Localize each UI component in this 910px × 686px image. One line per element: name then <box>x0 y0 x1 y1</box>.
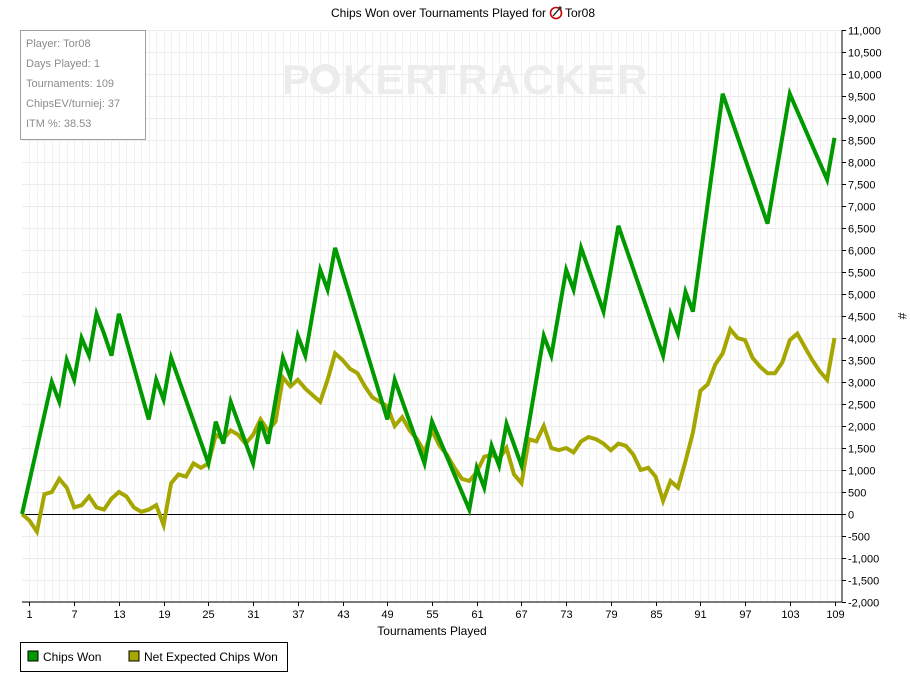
legend-swatch-net-expected <box>128 650 140 662</box>
series-line-chips-won <box>20 86 837 517</box>
x-tick-label: 19 <box>158 609 170 621</box>
y-tick-label: 5,000 <box>848 290 876 302</box>
y-tick-label: 1,000 <box>848 466 876 478</box>
y-axis-label: # <box>895 313 909 320</box>
y-tick-label: 3,500 <box>848 356 876 368</box>
y-tick-label: 7,500 <box>848 180 876 192</box>
series-lines <box>20 86 837 537</box>
legend-item-net-expected: Net Expected Chips Won <box>128 650 278 664</box>
stat-tournaments: Tournaments: 109 <box>26 78 114 90</box>
pokertracker-watermark: P KER TRACKER <box>282 56 649 103</box>
y-tick-label: -2,000 <box>848 598 879 610</box>
x-tick-label: 7 <box>71 609 77 621</box>
chart-title-prefix: Chips Won over Tournaments Played for <box>331 6 546 20</box>
x-axis-ticks: 1 7 13 19 25 31 37 43 49 55 61 67 73 79 85 91 97 103 109 <box>26 602 845 621</box>
y-tick-label: 4,000 <box>848 334 876 346</box>
legend-label-net-expected: Net Expected Chips Won <box>144 650 278 664</box>
y-tick-label: 6,000 <box>848 246 876 258</box>
x-tick-label: 1 <box>26 609 32 621</box>
y-tick-label: 7,000 <box>848 202 876 214</box>
stat-chipsev: ChipsEV/turniej: 37 <box>26 98 120 110</box>
x-tick-label: 25 <box>202 609 214 621</box>
x-axis-label: Tournaments Played <box>377 624 486 638</box>
legend-frame <box>20 642 288 672</box>
y-tick-label: 8,000 <box>848 158 876 170</box>
y-axis-ticks: -2,000 -1,500 -1,000 -500 0 500 1,000 1,500 2,00… <box>842 26 882 610</box>
y-tick-label: 4,500 <box>848 312 876 324</box>
x-tick-label: 13 <box>113 609 125 621</box>
player-icon <box>549 6 563 20</box>
x-tick-label: 67 <box>515 609 527 621</box>
stats-box-frame <box>20 30 146 140</box>
y-tick-label: 11,000 <box>848 26 881 38</box>
y-tick-label: -1,000 <box>848 554 879 566</box>
y-tick-label: -1,500 <box>848 576 879 588</box>
x-tick-label: 73 <box>560 609 572 621</box>
y-tick-label: 10,500 <box>848 48 882 60</box>
stats-box: Player: Tor08 Days Played: 1 Tournaments… <box>20 30 146 140</box>
legend-item-chips-won: Chips Won <box>27 650 101 664</box>
x-tick-label: 97 <box>739 609 751 621</box>
y-tick-label: 8,500 <box>848 136 876 148</box>
watermark-text-ker: KER <box>343 56 438 103</box>
chart-title: Chips Won over Tournaments Played for To… <box>331 6 595 20</box>
x-tick-label: 49 <box>381 609 393 621</box>
legend-label-chips-won: Chips Won <box>43 650 101 664</box>
y-tick-label: 9,500 <box>848 92 876 104</box>
x-tick-label: 85 <box>650 609 662 621</box>
stat-player: Player: Tor08 <box>26 38 91 50</box>
stat-days-played: Days Played: 1 <box>26 58 100 70</box>
x-tick-label: 55 <box>426 609 438 621</box>
y-tick-label: 9,000 <box>848 114 876 126</box>
legend: Chips Won Net Expected Chips Won <box>20 642 288 672</box>
y-tick-label: 10,000 <box>848 70 882 82</box>
x-tick-label: 61 <box>471 609 483 621</box>
x-tick-label: 91 <box>694 609 706 621</box>
x-tick-label: 43 <box>337 609 349 621</box>
x-tick-label: 31 <box>247 609 259 621</box>
legend-swatch-chips-won <box>27 650 39 662</box>
watermark-text-tracker: TRACKER <box>430 56 649 103</box>
y-tick-label: 1,500 <box>848 444 876 456</box>
watermark-text-p: P <box>282 56 312 103</box>
y-tick-label: 2,000 <box>848 422 876 434</box>
y-tick-label: 2,500 <box>848 400 876 412</box>
y-tick-label: 5,500 <box>848 268 876 280</box>
chart-title-player: Tor08 <box>565 6 595 20</box>
x-tick-label: 37 <box>292 609 304 621</box>
stat-itm: ITM %: 38.53 <box>26 118 91 130</box>
y-tick-label: 500 <box>848 488 866 500</box>
y-tick-label: 3,000 <box>848 378 876 390</box>
x-tick-label: 103 <box>781 609 799 621</box>
x-tick-label: 79 <box>605 609 617 621</box>
y-tick-label: -500 <box>848 532 870 544</box>
x-tick-label: 109 <box>826 609 844 621</box>
y-tick-label: 0 <box>848 510 854 522</box>
y-tick-label: 6,500 <box>848 224 876 236</box>
